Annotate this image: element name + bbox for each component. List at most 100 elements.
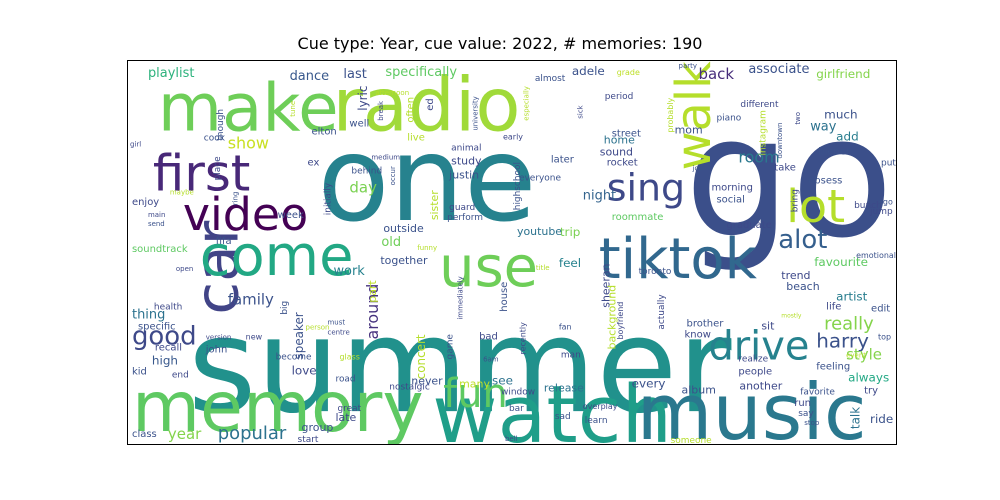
word-ed: ed — [425, 98, 436, 110]
word-bunch: bunch — [854, 201, 882, 211]
word-old: old — [381, 235, 401, 250]
word-road: road — [335, 374, 355, 384]
word-girl: girl — [130, 141, 141, 149]
word-cloud-frame: summer go one watch music memory radio make car c… — [127, 60, 897, 445]
word-title: title — [536, 264, 550, 272]
word-toronto: toronto — [639, 267, 672, 277]
word-life: life — [826, 302, 841, 313]
word-become: become — [276, 352, 312, 362]
word-emotional: emotional — [856, 251, 896, 260]
word-playlist: playlist — [148, 66, 194, 81]
word-piano: piano — [716, 114, 741, 124]
word-ring: ring — [231, 192, 239, 206]
word-recently: recently — [518, 322, 527, 355]
word-justin: justin — [448, 168, 479, 181]
word-favorite: favorite — [800, 387, 835, 397]
word-early: early — [503, 133, 523, 142]
word-drive: drive — [708, 323, 809, 369]
word-associate: associate — [748, 62, 809, 77]
word-radio: radio — [332, 64, 520, 149]
word-car: car — [184, 220, 253, 314]
word-occur: occur — [389, 166, 397, 185]
word-back: back — [699, 65, 735, 83]
word-graduate: graduate — [726, 220, 771, 231]
word-social: social — [716, 194, 744, 205]
word-main: main — [148, 211, 165, 219]
word-animal: animal — [451, 144, 481, 154]
word-youtube: youtube — [517, 225, 562, 238]
word-family: family — [228, 291, 274, 309]
word-around: around — [363, 284, 382, 340]
word-week: week — [278, 210, 304, 221]
word-roommate: roommate — [612, 212, 664, 223]
word-show: show — [228, 134, 269, 153]
word-sheeran: sheeran — [600, 264, 613, 308]
word-morning: morning — [711, 182, 752, 193]
word-beach: beach — [786, 280, 819, 293]
word-put: put — [881, 158, 896, 168]
word-bring: bring — [790, 189, 800, 212]
word-afternoon: afternoon — [375, 89, 409, 97]
word-ex: ex — [308, 157, 320, 168]
word-way: way — [810, 120, 837, 135]
word-video: video — [183, 187, 308, 241]
word-release: release — [544, 381, 584, 394]
word-class: class — [132, 429, 157, 440]
word-see: see — [492, 373, 513, 387]
word-sing: sing — [607, 165, 685, 209]
word-make: make — [158, 70, 339, 147]
word-album: album — [682, 383, 716, 396]
word-downtown: downtown — [776, 123, 784, 159]
word-live: live — [407, 133, 425, 144]
word-girlfriend: girlfriend — [816, 67, 870, 81]
word-immediately: immediately — [457, 276, 465, 319]
word-period: period — [605, 92, 634, 102]
word-soundtrack: soundtrack — [132, 244, 188, 255]
word-street: street — [612, 129, 641, 140]
word-big: big — [280, 301, 290, 315]
word-obsess: obsess — [808, 175, 842, 186]
word-almost: almost — [535, 74, 566, 84]
word-sad: sad — [555, 412, 571, 422]
word-specifically: specifically — [385, 65, 457, 80]
word-place: place — [213, 156, 223, 181]
word-add: add — [836, 130, 859, 144]
word-realize: realize — [738, 354, 768, 364]
word-one: one — [318, 111, 537, 248]
word-boyfriend: boyfriend — [616, 302, 625, 340]
word-feeling: feeling — [816, 361, 850, 372]
word-high: high — [152, 353, 178, 367]
word-specific: specific — [138, 322, 176, 333]
word-edit: edit — [871, 304, 890, 315]
word-guard: guard — [449, 203, 475, 213]
word-maybe: maybe — [170, 188, 194, 196]
word-year: year — [168, 425, 202, 443]
word-mom: mom — [675, 124, 703, 137]
word-always: always — [848, 370, 889, 384]
word-fun: fun — [443, 371, 508, 417]
word-new: new — [246, 333, 263, 342]
word-alot: alot — [778, 225, 827, 255]
word-adele: adele — [572, 64, 605, 78]
word-take: take — [774, 162, 796, 173]
word-game: game — [445, 334, 455, 360]
word-later: later — [551, 154, 575, 165]
word-two: two — [794, 112, 802, 125]
word-cook: cook — [204, 134, 226, 144]
word-first: first — [153, 144, 250, 202]
word-good: good — [132, 322, 197, 352]
word-part: part — [366, 280, 379, 303]
word-elton: elton — [312, 127, 337, 138]
word-house: house — [499, 282, 510, 312]
word-stop: stop — [804, 419, 820, 427]
word-another: another — [739, 379, 782, 392]
word-watch: watch — [432, 368, 672, 444]
word-end: end — [172, 370, 189, 380]
word-tune: tune — [289, 101, 297, 117]
word-probably: probably — [666, 97, 675, 132]
word-night: night — [583, 188, 616, 203]
word-many: many — [459, 377, 490, 390]
word-university: university — [472, 96, 480, 130]
word-sick: sick — [576, 104, 584, 118]
